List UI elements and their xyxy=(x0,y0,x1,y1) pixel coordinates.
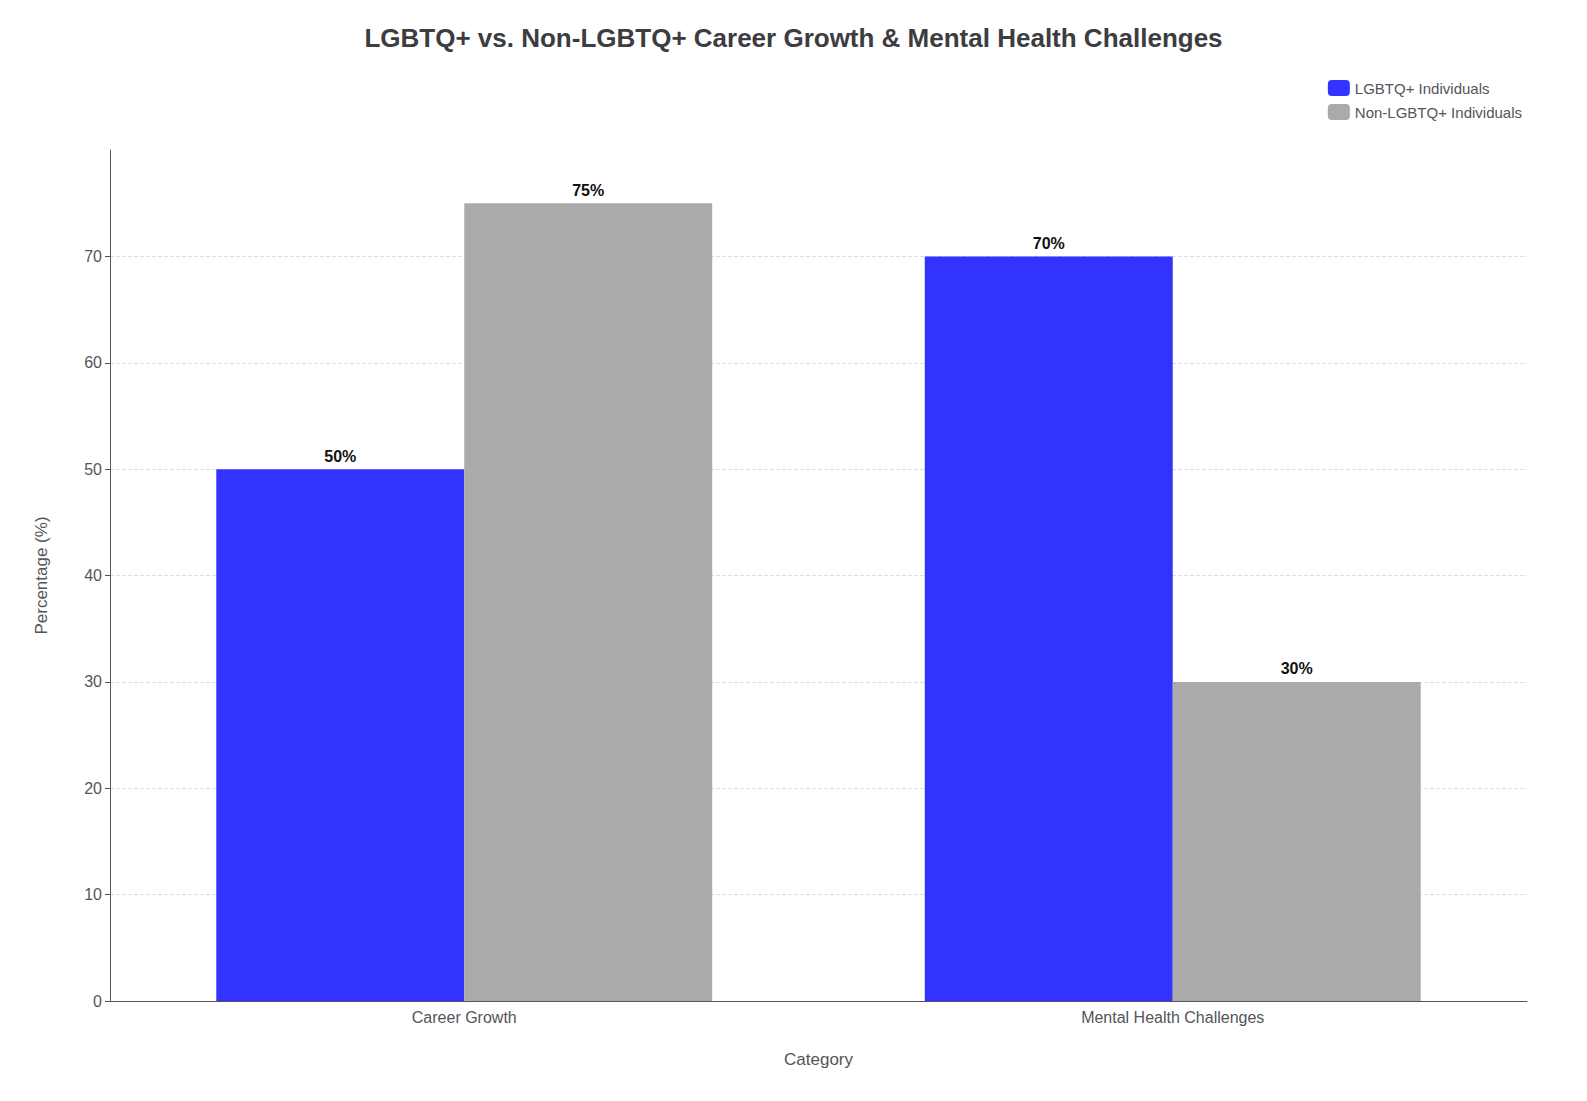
svg-text:50%: 50% xyxy=(324,448,356,465)
svg-text:LGBTQ+ Individuals: LGBTQ+ Individuals xyxy=(1355,80,1490,97)
svg-text:Mental Health Challenges: Mental Health Challenges xyxy=(1081,1009,1264,1026)
svg-text:0: 0 xyxy=(93,993,102,1010)
svg-text:50: 50 xyxy=(84,461,102,478)
svg-text:40: 40 xyxy=(84,567,102,584)
svg-text:70: 70 xyxy=(84,248,102,265)
svg-text:30: 30 xyxy=(84,673,102,690)
svg-text:Category: Category xyxy=(784,1050,853,1069)
svg-text:30%: 30% xyxy=(1281,660,1313,677)
svg-text:LGBTQ+ vs. Non-LGBTQ+ Career G: LGBTQ+ vs. Non-LGBTQ+ Career Growth & Me… xyxy=(364,23,1222,53)
svg-text:70%: 70% xyxy=(1033,235,1065,252)
svg-text:10: 10 xyxy=(84,886,102,903)
svg-text:Non-LGBTQ+ Individuals: Non-LGBTQ+ Individuals xyxy=(1355,104,1522,121)
svg-text:20: 20 xyxy=(84,780,102,797)
svg-text:Percentage (%): Percentage (%) xyxy=(32,516,51,634)
svg-text:75%: 75% xyxy=(572,182,604,199)
svg-text:60: 60 xyxy=(84,354,102,371)
svg-text:Career Growth: Career Growth xyxy=(412,1009,517,1026)
